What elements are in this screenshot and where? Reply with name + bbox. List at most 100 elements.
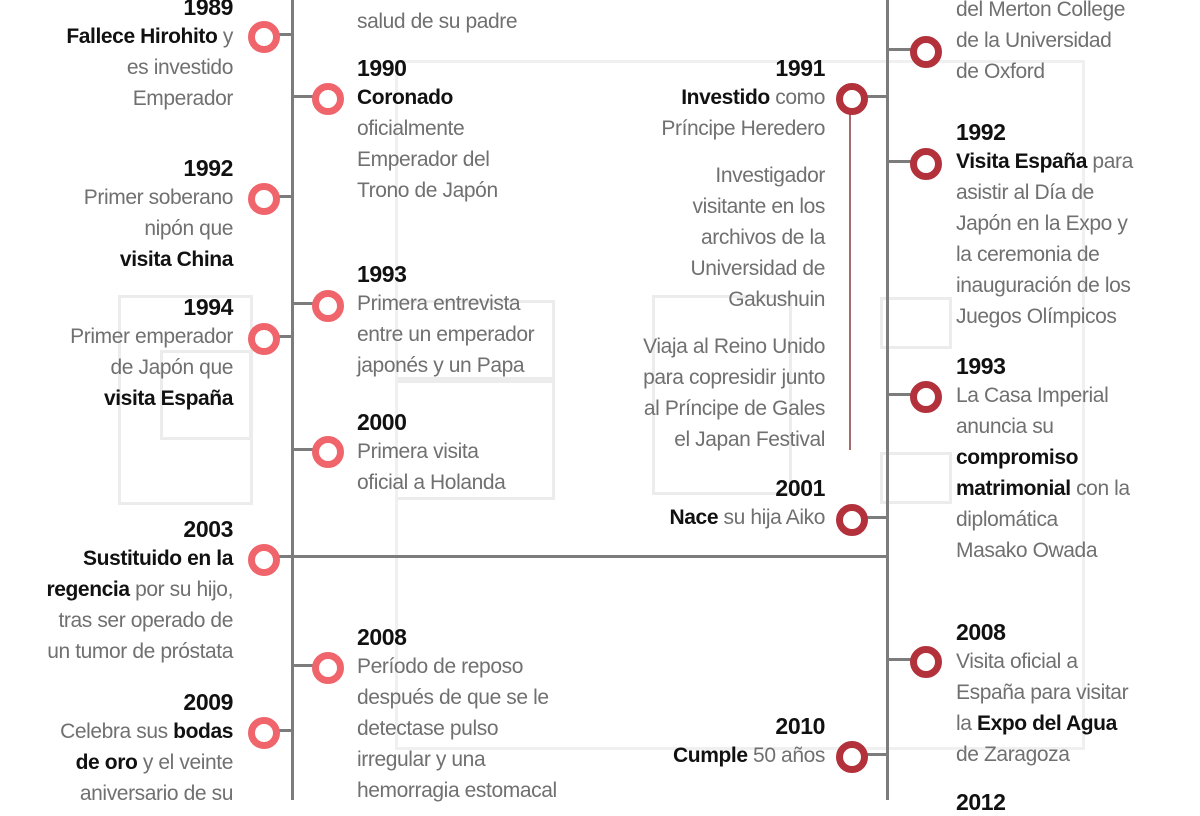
naruhito-marker-oxford[interactable] xyxy=(910,36,942,68)
akihito-marker-2008[interactable] xyxy=(312,652,344,684)
connector xyxy=(862,95,887,98)
event-text: anuncia su xyxy=(956,415,1054,438)
event-bold: visita China xyxy=(119,248,233,271)
event-text: salud de su padre xyxy=(357,10,518,33)
event-1992: 1992 Primer soberano nipón que visita Ch… xyxy=(83,154,234,275)
connector xyxy=(292,302,314,305)
event-2009: 2009 Celebra sus bodas de oro y el veint… xyxy=(60,688,233,809)
event-normal: la xyxy=(956,712,977,735)
naruhito-marker-2010[interactable] xyxy=(836,741,868,773)
event-text: después de que se le xyxy=(357,686,549,709)
connector xyxy=(887,658,912,661)
connector xyxy=(862,516,887,519)
event-text: de Japón que xyxy=(110,356,234,379)
event-1989: 1989 Fallece Hirohito y es investido Emp… xyxy=(66,0,233,114)
akihito-marker-2000[interactable] xyxy=(312,436,344,468)
event-1993-compromiso: 1993 La Casa Imperial anuncia su comprom… xyxy=(956,352,1130,566)
event-2008-expo: 2008 Visita oficial a España para visita… xyxy=(956,618,1129,770)
event-text: para copresidir junto xyxy=(643,366,825,389)
event-bold: de oro xyxy=(75,751,138,774)
naruhito-marker-1993[interactable] xyxy=(910,381,942,413)
akihito-marker-1992[interactable] xyxy=(248,183,280,215)
event-text: Primer soberano xyxy=(83,186,234,209)
event-normal: con la xyxy=(1070,477,1130,500)
event-text: Investigador xyxy=(715,164,825,187)
event-text: inauguración de los xyxy=(956,274,1131,297)
event-text: visitante en los xyxy=(692,195,825,218)
event-text: al Príncipe de Gales xyxy=(643,397,826,420)
event-text: Japón en la Expo y xyxy=(956,212,1128,235)
akihito-marker-2003[interactable] xyxy=(248,544,280,576)
watermark-shape xyxy=(652,295,792,495)
naruhito-timeline-axis xyxy=(886,0,889,800)
event-year: 2008 xyxy=(357,624,407,650)
event-normal: y el veinte xyxy=(137,751,234,774)
event-bold: regencia xyxy=(46,578,130,601)
event-text: diplomática xyxy=(956,508,1058,531)
akihito-marker-1990[interactable] xyxy=(312,83,344,115)
event-bold: Coronado xyxy=(357,86,453,109)
connector xyxy=(862,753,887,756)
event-text: Período de reposo xyxy=(357,655,523,678)
event-text: irregular y una xyxy=(357,748,486,771)
connector xyxy=(272,729,292,732)
connector xyxy=(272,33,292,36)
akihito-marker-1993[interactable] xyxy=(312,290,344,322)
event-year: 2001 xyxy=(775,475,825,501)
event-oxford: del Merton College de la Universidad de … xyxy=(956,0,1125,87)
event-bold: Expo del Agua xyxy=(976,712,1117,735)
connector xyxy=(292,95,314,98)
connector xyxy=(887,160,912,163)
event-text: Investido como xyxy=(661,82,825,113)
event-2010: 2010 Cumple 50 años xyxy=(673,712,825,771)
event-year: 1992 xyxy=(183,155,233,181)
connector xyxy=(887,48,912,51)
event-text: Fallece Hirohito y xyxy=(66,21,233,52)
akihito-marker-1989[interactable] xyxy=(248,21,280,53)
event-text: Cumple 50 años xyxy=(673,740,825,771)
connector xyxy=(292,448,314,451)
event-normal: como xyxy=(769,86,825,109)
event-normal: 50 años xyxy=(747,744,825,767)
watermark-shape xyxy=(880,297,952,349)
naruhito-marker-1992[interactable] xyxy=(910,148,942,180)
event-year: 1989 xyxy=(183,0,233,20)
event-text: la Expo del Agua xyxy=(956,708,1128,739)
event-year: 1990 xyxy=(357,55,407,81)
event-text: Primera entrevista xyxy=(357,292,521,315)
event-normal: para xyxy=(1086,150,1133,173)
naruhito-marker-1991[interactable] xyxy=(836,83,868,115)
watermark-shape xyxy=(880,452,952,504)
event-bold: Cumple xyxy=(673,744,748,767)
event-text: de oro y el veinte xyxy=(60,747,234,778)
akihito-marker-1994[interactable] xyxy=(248,323,280,355)
event-text: la ceremonia de xyxy=(956,243,1100,266)
naruhito-marker-2001[interactable] xyxy=(836,504,868,536)
event-text: Primer emperador xyxy=(70,325,233,348)
connector xyxy=(272,195,292,198)
event-text: Gakushuin xyxy=(728,288,825,311)
watermark-shape xyxy=(160,350,252,440)
event-text: Nace su hija Aiko xyxy=(669,502,826,533)
event-text: Emperador xyxy=(132,87,234,110)
event-text: Celebra sus bodas xyxy=(60,716,233,747)
event-year: 2008 xyxy=(956,619,1006,645)
event-text: hemorragia estomacal xyxy=(357,779,557,802)
regency-divider-line xyxy=(272,555,889,558)
event-text: matrimonial con la xyxy=(956,473,1130,504)
event-text: tras ser operado de xyxy=(58,609,233,632)
event-year: 1993 xyxy=(357,261,407,287)
event-text: el Japan Festival xyxy=(674,428,825,451)
connector xyxy=(272,335,292,338)
event-1991: 1991 Investido como Príncipe Heredero xyxy=(661,54,825,144)
event-text: Primera visita xyxy=(357,440,479,463)
akihito-marker-2009[interactable] xyxy=(248,717,280,749)
event-bold: Nace xyxy=(669,506,719,529)
naruhito-marker-2008[interactable] xyxy=(910,646,942,678)
event-bold: matrimonial xyxy=(956,477,1071,500)
event-normal: Celebra sus xyxy=(60,720,174,743)
event-normal: su hija Aiko xyxy=(718,506,826,529)
event-text: japonés y un Papa xyxy=(357,354,525,377)
event-text: detectase pulso xyxy=(357,717,499,740)
event-year: 2000 xyxy=(357,409,407,435)
